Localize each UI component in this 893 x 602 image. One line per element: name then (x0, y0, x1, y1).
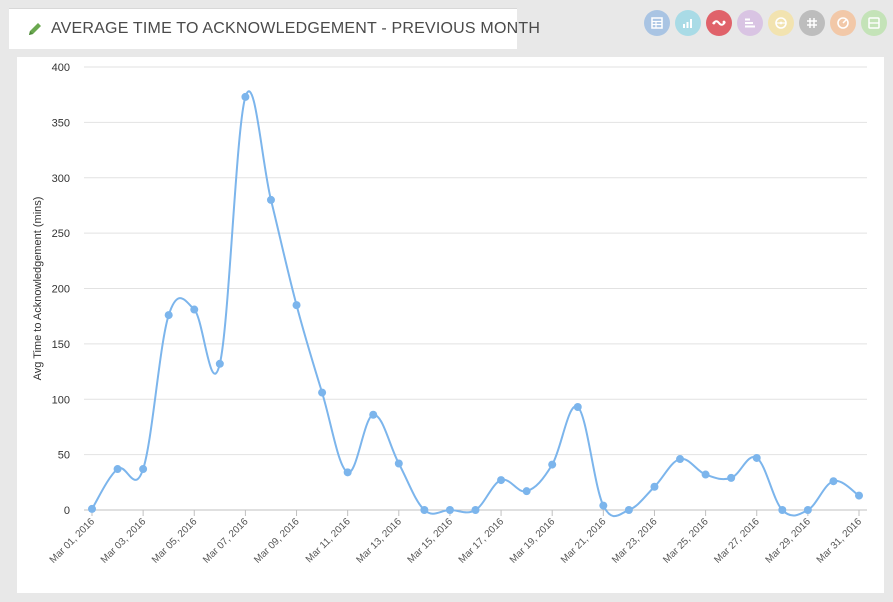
x-tick-label: Mar 25, 2016 (661, 516, 711, 566)
x-tick-label: Mar 31, 2016 (815, 516, 865, 566)
data-point[interactable] (420, 506, 429, 514)
x-tick-label: Mar 17, 2016 (457, 516, 507, 566)
line-chart-icon (712, 20, 726, 26)
x-tick-label: Mar 01, 2016 (48, 516, 98, 566)
table-view-button[interactable] (644, 10, 670, 36)
line-chart-button[interactable] (706, 10, 732, 36)
chart-title: AVERAGE TIME TO ACKNOWLEDGEMENT - PREVIO… (51, 20, 541, 37)
x-tick-label: Mar 27, 2016 (712, 516, 762, 566)
data-point[interactable] (445, 506, 454, 514)
x-tick-label: Mar 07, 2016 (201, 516, 251, 566)
y-tick-label: 150 (52, 339, 70, 351)
data-point[interactable] (497, 476, 506, 485)
y-tick-label: 350 (52, 117, 70, 129)
x-tick-label: Mar 13, 2016 (354, 516, 404, 566)
y-tick-label: 400 (52, 62, 70, 74)
data-point[interactable] (701, 470, 710, 479)
table-icon (651, 17, 663, 29)
card-view-button[interactable] (861, 10, 887, 36)
y-axis-label: Avg Time to Acknowledgement (mins) (32, 197, 44, 381)
x-tick-label: Mar 15, 2016 (406, 516, 456, 566)
bar-chart-icon (683, 19, 692, 28)
horizontal-bar-button[interactable] (737, 10, 763, 36)
data-point[interactable] (113, 465, 122, 474)
gauge-icon (837, 17, 849, 29)
data-point[interactable] (727, 473, 736, 482)
gauge-button[interactable] (830, 10, 856, 36)
x-tick-label: Mar 29, 2016 (764, 516, 814, 566)
y-tick-label: 300 (52, 173, 70, 185)
data-point[interactable] (650, 482, 659, 491)
y-tick-label: 250 (52, 228, 70, 240)
data-point[interactable] (318, 388, 327, 397)
x-tick-label: Mar 03, 2016 (99, 516, 149, 566)
data-point[interactable] (394, 459, 403, 468)
x-tick-label: Mar 23, 2016 (610, 516, 660, 566)
chart-panel: 0 50 100 150 200 250 300 350 400 Mar 01, 2016 Mar… (17, 57, 884, 593)
chart-type-toolbar (644, 10, 887, 36)
y-tick-label: 200 (52, 284, 70, 296)
chart-title-tab: AVERAGE TIME TO ACKNOWLEDGEMENT - PREVIO… (9, 8, 540, 49)
horizontal-bar-icon (745, 18, 755, 28)
x-tick-label: Mar 05, 2016 (150, 516, 200, 566)
data-point[interactable] (88, 504, 96, 513)
data-point[interactable] (778, 506, 787, 514)
pivot-button[interactable] (799, 10, 825, 36)
grid-lines (84, 66, 867, 511)
data-point[interactable] (599, 501, 608, 510)
y-tick-label: 50 (58, 450, 70, 462)
bar-chart-button[interactable] (675, 10, 701, 36)
data-point[interactable] (676, 455, 685, 464)
y-tick-label: 0 (64, 505, 70, 517)
data-point[interactable] (829, 477, 838, 486)
data-point[interactable] (573, 403, 582, 412)
data-point[interactable] (624, 506, 633, 514)
data-point[interactable] (266, 195, 275, 204)
data-point[interactable] (343, 468, 352, 477)
data-point[interactable] (855, 491, 863, 500)
hash-icon (807, 18, 817, 28)
data-point[interactable] (522, 487, 531, 496)
data-points (88, 92, 863, 514)
data-point[interactable] (471, 506, 480, 514)
x-tick-label: Mar 09, 2016 (252, 516, 302, 566)
data-point[interactable] (164, 311, 173, 320)
series-line (91, 90, 860, 518)
y-axis-ticks: 0 50 100 150 200 250 300 350 400 (52, 62, 70, 517)
data-point[interactable] (215, 359, 224, 368)
x-axis-ticks: Mar 01, 2016 Mar 03, 2016 Mar 05, 2016 Mar … (48, 516, 865, 566)
data-point[interactable] (369, 410, 378, 419)
pencil-icon[interactable] (27, 21, 43, 37)
pie-chart-button[interactable] (768, 10, 794, 36)
x-tick-label: Mar 21, 2016 (559, 516, 609, 566)
data-point[interactable] (548, 460, 557, 469)
x-tick-label: Mar 19, 2016 (508, 516, 558, 566)
data-point[interactable] (139, 465, 148, 474)
data-point[interactable] (241, 92, 250, 101)
pie-chart-icon (775, 17, 787, 29)
y-tick-label: 100 (52, 394, 70, 406)
data-point[interactable] (190, 305, 199, 314)
x-tick-label: Mar 11, 2016 (304, 516, 353, 565)
data-point[interactable] (752, 453, 761, 462)
card-icon (868, 17, 880, 29)
data-point[interactable] (292, 301, 301, 310)
data-point[interactable] (803, 506, 812, 514)
